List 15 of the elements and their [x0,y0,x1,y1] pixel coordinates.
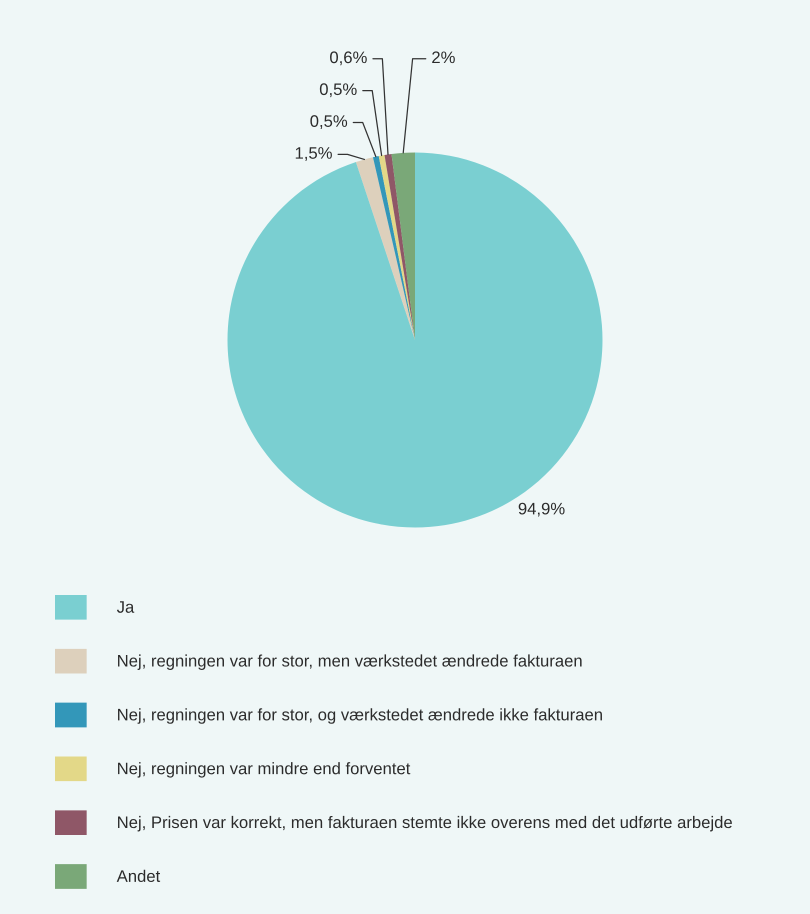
pie-slice [384,154,415,340]
legend-label: Nej, regningen var mindre end forventet [118,762,410,778]
data-label: 0,6% [330,51,367,66]
legend-label: Nej, regningen var for stor, og værkstedet ændrede ikke fakturaen [118,708,602,724]
data-label: 0,5% [310,115,348,129]
pie-slice [392,152,415,340]
data-label: 1,5% [296,147,332,161]
data-label: 2% [432,51,455,64]
data-label: 0,5% [320,83,357,98]
legend-label: Andet [116,870,160,882]
data-label: 94,9% [518,502,565,516]
legend-label: Nej, Prisen var korrekt, men fakturaen stemte ikke overens med det udførte arbejde [118,816,732,832]
legend-label: Ja [116,601,134,613]
legend-label: Nej, regningen var for stor, men værkstedet ændrede fakturaen [118,654,582,670]
pie-slice [356,157,415,340]
